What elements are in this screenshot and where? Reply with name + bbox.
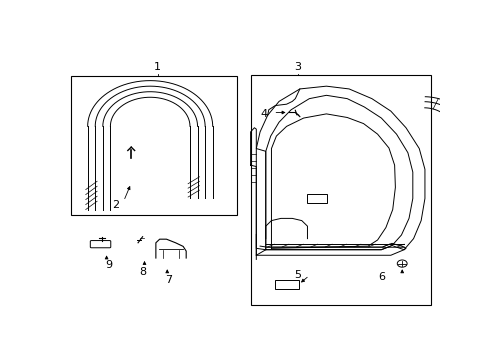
Text: 3: 3: [294, 62, 301, 72]
Bar: [275, 280, 298, 288]
Bar: [70, 76, 237, 215]
Text: 6: 6: [377, 273, 384, 283]
Text: 1: 1: [154, 62, 161, 72]
Text: 4: 4: [260, 109, 267, 119]
Bar: [250, 75, 430, 305]
Text: 7: 7: [165, 275, 172, 285]
Bar: [307, 194, 326, 203]
Text: 5: 5: [294, 270, 301, 280]
Text: 8: 8: [139, 267, 146, 277]
Text: 9: 9: [105, 260, 112, 270]
Text: 2: 2: [112, 201, 120, 210]
